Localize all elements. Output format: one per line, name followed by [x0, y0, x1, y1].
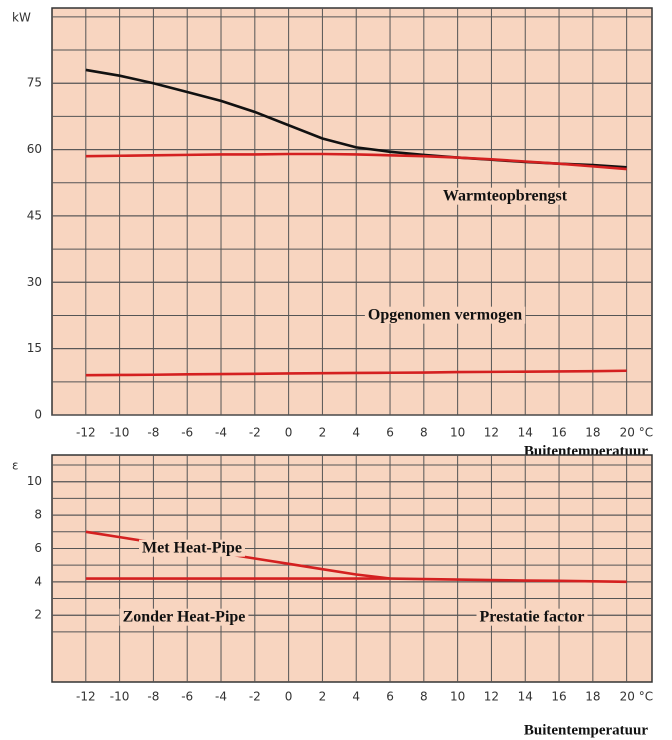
series-line — [85, 577, 627, 584]
x-tick-label: -4 — [215, 426, 227, 440]
plot-area — [51, 454, 653, 683]
y-tick-label: 60 — [27, 142, 42, 156]
x-tick-label: 4 — [352, 426, 360, 440]
x-tick-label: 20 °C — [620, 426, 653, 440]
x-tick-label: -6 — [181, 426, 193, 440]
annotation: Met Heat-Pipe — [142, 540, 242, 557]
x-tick-label: -12 — [76, 690, 96, 704]
annotation-bg — [439, 187, 571, 205]
annotation: Opgenomen vermogen — [368, 307, 522, 324]
x-tick-label: 2 — [319, 426, 327, 440]
x-tick-label: -8 — [147, 426, 159, 440]
series-line — [85, 152, 627, 171]
x-tick-label: 14 — [518, 690, 533, 704]
x-tick-label: -2 — [249, 426, 261, 440]
x-tick-label: 0 — [285, 690, 293, 704]
x-tick-label: -2 — [249, 690, 261, 704]
y-tick-label: 45 — [27, 208, 42, 222]
x-tick-label: -4 — [215, 690, 227, 704]
x-tick-label: 10 — [450, 690, 465, 704]
y-tick-label: 8 — [34, 508, 42, 522]
x-tick-label: 14 — [518, 426, 533, 440]
y-axis-label: kW — [12, 11, 31, 25]
y-tick-label: 4 — [34, 574, 42, 588]
x-tick-label: 4 — [352, 690, 360, 704]
x-tick-label: 18 — [585, 426, 600, 440]
y-axis-label: ε — [12, 459, 19, 473]
x-tick-label: 6 — [386, 690, 394, 704]
x-tick-label: -12 — [76, 426, 96, 440]
x-tick-label: 12 — [484, 426, 499, 440]
y-tick-label: 0 — [34, 408, 42, 422]
x-tick-label: -8 — [147, 690, 159, 704]
y-tick-label: 15 — [27, 341, 42, 355]
x-tick-label: 6 — [386, 426, 394, 440]
x-tick-label: 16 — [551, 690, 566, 704]
annotation-bg — [476, 608, 588, 626]
x-tick-label: -10 — [110, 426, 130, 440]
y-tick-label: 75 — [27, 76, 42, 90]
annotation-bg — [364, 306, 526, 324]
x-tick-label: -6 — [181, 690, 193, 704]
x-tick-label: 8 — [420, 426, 428, 440]
annotation-bg — [119, 608, 249, 626]
annotation-bg — [139, 539, 245, 557]
y-tick-label: 10 — [27, 474, 42, 488]
x-tick-label: -10 — [110, 690, 130, 704]
annotation: Prestatie factor — [480, 609, 585, 626]
x-tick-label: 18 — [585, 690, 600, 704]
annotation: Zonder Heat-Pipe — [123, 609, 246, 626]
x-tick-label: 0 — [285, 426, 293, 440]
series-line — [85, 369, 627, 377]
y-tick-label: 2 — [34, 608, 42, 622]
plot-area — [51, 7, 653, 416]
x-tick-label: 16 — [551, 426, 566, 440]
y-tick-label: 6 — [34, 541, 42, 555]
x-tick-label: 20 °C — [620, 690, 653, 704]
x-tick-label: 10 — [450, 426, 465, 440]
x-tick-label: 8 — [420, 690, 428, 704]
x-tick-label: 2 — [319, 690, 327, 704]
y-tick-label: 30 — [27, 275, 42, 289]
x-axis-label: Buitentemperatuur — [524, 722, 648, 738]
x-tick-label: 12 — [484, 690, 499, 704]
annotation: Warmteopbrengst — [443, 188, 568, 205]
